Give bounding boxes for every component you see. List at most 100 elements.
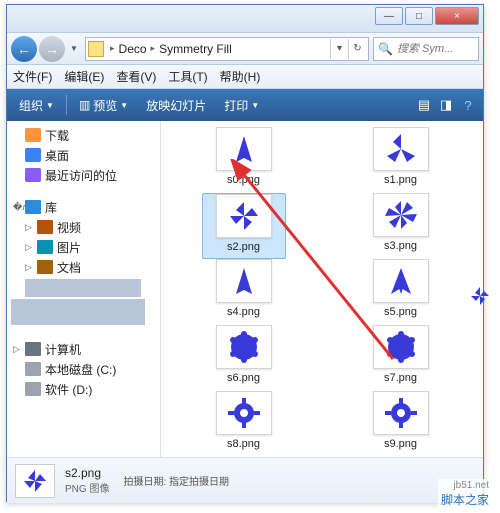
refresh-button[interactable]: ↻: [348, 39, 366, 59]
close-button[interactable]: ×: [435, 7, 479, 25]
meta-value[interactable]: 指定拍摄日期: [169, 477, 229, 488]
details-meta: 拍摄日期: 指定拍摄日期: [123, 473, 229, 488]
file-item[interactable]: s7.png: [359, 325, 443, 391]
downloads-icon: [25, 128, 41, 142]
file-label: s5.png: [384, 306, 417, 318]
breadcrumb-seg[interactable]: Deco: [117, 42, 149, 56]
file-item[interactable]: s1.png: [359, 127, 443, 193]
file-label: s4.png: [227, 306, 260, 318]
nav-history-dropdown[interactable]: ▼: [67, 44, 81, 53]
expand-icon[interactable]: �лоні: [13, 202, 25, 213]
address-dropdown-icon[interactable]: ▾: [330, 39, 348, 59]
back-button[interactable]: ←: [11, 36, 37, 62]
expand-icon[interactable]: ▷: [25, 262, 37, 273]
desktop-icon: [25, 148, 41, 162]
watermark: jb51.net 脚本之家: [438, 479, 492, 509]
details-text: s2.png PNG 图像: [65, 466, 109, 495]
menu-view[interactable]: 查看(V): [116, 68, 156, 85]
stray-thumbnail: [468, 284, 492, 313]
preview-pane-icon[interactable]: ◨: [437, 96, 455, 114]
file-label: s8.png: [227, 438, 260, 450]
search-input[interactable]: [397, 43, 467, 55]
menu-file[interactable]: 文件(F): [13, 68, 52, 85]
sidebar-item-documents[interactable]: ▷文档: [7, 257, 160, 277]
command-bar: 组织▼ ▥预览▼ 放映幻灯片 打印▼ ▤ ◨ ?: [7, 89, 483, 121]
expand-icon[interactable]: ▷: [13, 344, 25, 355]
toolbar-separator: [66, 95, 67, 115]
obscured-item: [25, 279, 141, 297]
details-thumbnail: [15, 464, 55, 498]
file-label: s2.png: [227, 241, 260, 253]
file-item[interactable]: s4.png: [202, 259, 286, 325]
preview-icon: ▥: [79, 98, 90, 112]
menu-bar: 文件(F) 编辑(E) 查看(V) 工具(T) 帮助(H): [7, 65, 483, 89]
file-thumbnail: [373, 127, 429, 171]
explorer-window: — □ × ← → ▼ ▸ Deco ▸ Symmetry Fill ▾ ↻ 🔍…: [6, 4, 484, 502]
preview-button[interactable]: ▥预览▼: [73, 94, 134, 117]
meta-label: 拍摄日期:: [123, 477, 166, 488]
sidebar-item-pictures[interactable]: ▷图片: [7, 237, 160, 257]
file-grid[interactable]: s0.png s1.png s2.png s3.png s4.png s5.png s6.p…: [161, 121, 483, 457]
details-pane: s2.png PNG 图像 拍摄日期: 指定拍摄日期: [7, 457, 483, 503]
file-label: s0.png: [227, 174, 260, 186]
file-thumbnail: [373, 325, 429, 369]
forward-button[interactable]: →: [39, 36, 65, 62]
organize-button[interactable]: 组织▼: [13, 94, 60, 117]
search-box[interactable]: 🔍: [373, 37, 479, 61]
sidebar-item-videos[interactable]: ▷视频: [7, 217, 160, 237]
breadcrumb-sep-icon: ▸: [149, 43, 158, 54]
sidebar-item-recent[interactable]: 最近访问的位: [7, 165, 160, 185]
file-item[interactable]: s5.png: [359, 259, 443, 325]
expand-icon[interactable]: ▷: [25, 242, 37, 253]
address-bar[interactable]: ▸ Deco ▸ Symmetry Fill ▾ ↻: [85, 37, 369, 61]
view-options-icon[interactable]: ▤: [415, 96, 433, 114]
sidebar-item-computer[interactable]: ▷计算机: [7, 339, 160, 359]
menu-help[interactable]: 帮助(H): [220, 68, 261, 85]
file-label: s6.png: [227, 372, 260, 384]
navigation-bar: ← → ▼ ▸ Deco ▸ Symmetry Fill ▾ ↻ 🔍: [7, 33, 483, 65]
file-thumbnail: [216, 127, 272, 171]
file-thumbnail: [216, 325, 272, 369]
documents-icon: [37, 260, 53, 274]
drive-icon: [25, 382, 41, 396]
slideshow-button[interactable]: 放映幻灯片: [140, 94, 212, 117]
file-item[interactable]: s6.png: [202, 325, 286, 391]
file-label: s1.png: [384, 174, 417, 186]
file-label: s7.png: [384, 372, 417, 384]
obscured-item: [11, 299, 145, 325]
file-thumbnail: [216, 391, 272, 435]
details-filename: s2.png: [65, 466, 109, 480]
expand-icon[interactable]: ▷: [25, 222, 37, 233]
sidebar-item-downloads[interactable]: 下载: [7, 125, 160, 145]
breadcrumb-seg[interactable]: Symmetry Fill: [157, 42, 234, 56]
file-label: s3.png: [384, 240, 417, 252]
minimize-button[interactable]: —: [375, 7, 403, 25]
sidebar-item-library[interactable]: �лоні库: [7, 197, 160, 217]
file-item[interactable]: s2.png: [202, 193, 286, 259]
pictures-icon: [37, 240, 53, 254]
sidebar-item-drive-c[interactable]: 本地磁盘 (C:): [7, 359, 160, 379]
file-thumbnail: [373, 391, 429, 435]
file-item[interactable]: s0.png: [202, 127, 286, 193]
help-icon[interactable]: ?: [459, 96, 477, 114]
content-area: 下载 桌面 最近访问的位 �лоні库 ▷视频 ▷图片 ▷文档 ▷计算机 本地磁…: [7, 121, 483, 457]
menu-tools[interactable]: 工具(T): [168, 68, 207, 85]
sidebar-item-drive-d[interactable]: 软件 (D:): [7, 379, 160, 399]
file-thumbnail: [216, 259, 272, 303]
print-button[interactable]: 打印▼: [218, 94, 265, 117]
file-thumbnail: [373, 193, 429, 237]
search-icon: 🔍: [378, 42, 393, 56]
file-item[interactable]: s9.png: [359, 391, 443, 457]
file-thumbnail: [216, 194, 272, 238]
file-thumbnail: [373, 259, 429, 303]
maximize-button[interactable]: □: [405, 7, 433, 25]
file-item[interactable]: s8.png: [202, 391, 286, 457]
computer-icon: [25, 342, 41, 356]
video-icon: [37, 220, 53, 234]
sidebar-item-desktop[interactable]: 桌面: [7, 145, 160, 165]
file-item[interactable]: s3.png: [359, 193, 443, 259]
menu-edit[interactable]: 编辑(E): [64, 68, 104, 85]
breadcrumb-sep-icon: ▸: [108, 43, 117, 54]
file-label: s9.png: [384, 438, 417, 450]
titlebar: — □ ×: [7, 5, 483, 33]
